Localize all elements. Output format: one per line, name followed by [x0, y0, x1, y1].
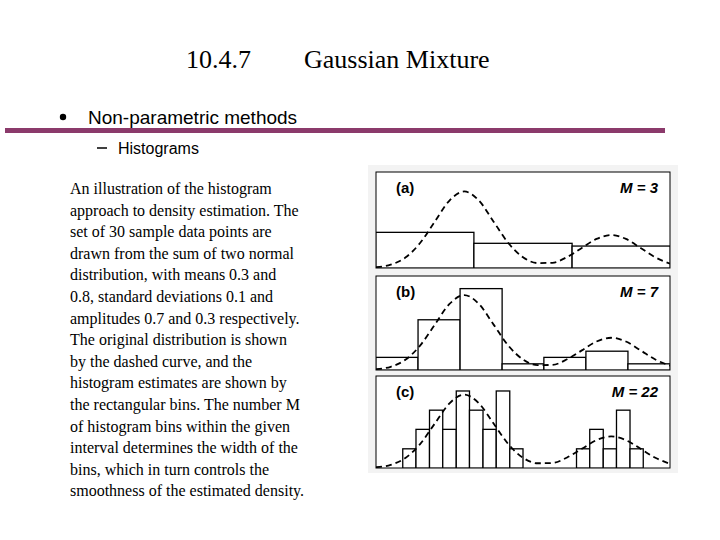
panel: (b) M = 7 — [376, 276, 670, 370]
plot-area — [376, 391, 670, 468]
sub-bullet-dash — [97, 147, 107, 149]
histogram-bar — [550, 467, 563, 468]
panel-annotation: M = 3 — [620, 179, 659, 196]
caption-line: An illustration of the histogram — [70, 180, 272, 198]
histogram-bar — [483, 429, 496, 468]
slide-title: Gaussian Mixture — [304, 45, 490, 74]
histogram-bar — [456, 391, 469, 468]
plot-frame — [376, 376, 670, 468]
histogram-bar — [544, 357, 586, 370]
section-number: 10.4.7 — [186, 45, 251, 74]
histogram-bar — [376, 232, 474, 268]
figure-background — [368, 165, 678, 473]
panel: (c) M = 22 — [376, 376, 670, 468]
caption-line: by the dashed curve, and the — [70, 353, 252, 371]
slide-canvas: 10.4.7 Gaussian Mixture Non-parametric met… — [0, 0, 720, 540]
histogram-bar — [577, 449, 590, 468]
histogram-bar — [536, 467, 550, 468]
density-curve — [376, 395, 670, 468]
histogram-bar — [563, 467, 577, 468]
caption: An illustration of the histogram approach… — [70, 180, 304, 500]
bullet-text: Non-parametric methods — [88, 107, 297, 128]
plot-frame — [376, 276, 670, 370]
histogram-bar — [657, 467, 670, 468]
histogram-bar — [572, 246, 670, 268]
histogram-bar — [630, 449, 643, 468]
caption-line: set of 30 sample data points are — [70, 223, 272, 241]
caption-line: smoothness of the estimated density. — [70, 482, 304, 500]
histogram-bar — [586, 351, 628, 370]
plot-area — [376, 289, 670, 370]
caption-line: bins, which in turn controls the — [70, 461, 269, 478]
plot-frame — [376, 172, 670, 268]
caption-line: histogram estimates are shown by — [70, 374, 287, 392]
histogram-bar — [389, 467, 403, 468]
caption-line: The original distribution is shown — [70, 331, 287, 349]
caption-line: approach to density estimation. The — [70, 202, 299, 220]
histogram-bar — [469, 410, 483, 468]
panel-label: (a) — [396, 179, 414, 196]
histogram-bar — [496, 391, 510, 468]
histogram-bar — [628, 364, 670, 370]
histogram-bar — [590, 429, 604, 468]
slide: 10.4.7 Gaussian Mixture Non-parametric met… — [0, 0, 720, 540]
histogram-bar — [643, 467, 657, 468]
panel-label: (b) — [396, 283, 415, 300]
caption-line: distribution, with means 0.3 and — [70, 266, 276, 283]
title-rule — [5, 128, 665, 133]
caption-line: interval determines the width of the — [70, 439, 298, 456]
density-curve — [376, 295, 670, 369]
caption-line: of histogram bins within the given — [70, 418, 290, 436]
caption-line: 0.8, standard deviations 0.1 and — [70, 288, 273, 305]
panel-annotation: M = 22 — [612, 383, 659, 400]
sub-bullet-text: Histograms — [118, 140, 199, 157]
bullet-dot — [60, 114, 66, 120]
histogram-bar — [443, 429, 457, 468]
panel-label: (c) — [396, 383, 414, 400]
histogram-bar — [474, 243, 572, 268]
histogram-bar — [510, 449, 523, 468]
panel-annotation: M = 7 — [620, 283, 659, 300]
histogram-bar — [523, 467, 536, 468]
histogram-bar — [460, 289, 502, 370]
histogram-bar — [418, 320, 460, 370]
panel: (a) M = 3 — [376, 172, 670, 268]
caption-line: the rectangular bins. The number M — [70, 396, 300, 414]
histogram-bar — [430, 410, 443, 468]
plot-area — [376, 191, 670, 268]
histogram-bar — [603, 449, 616, 468]
density-curve — [376, 191, 670, 267]
caption-line: amplitudes 0.7 and 0.3 respectively. — [70, 310, 300, 328]
caption-line: drawn from the sum of two normal — [70, 245, 295, 262]
